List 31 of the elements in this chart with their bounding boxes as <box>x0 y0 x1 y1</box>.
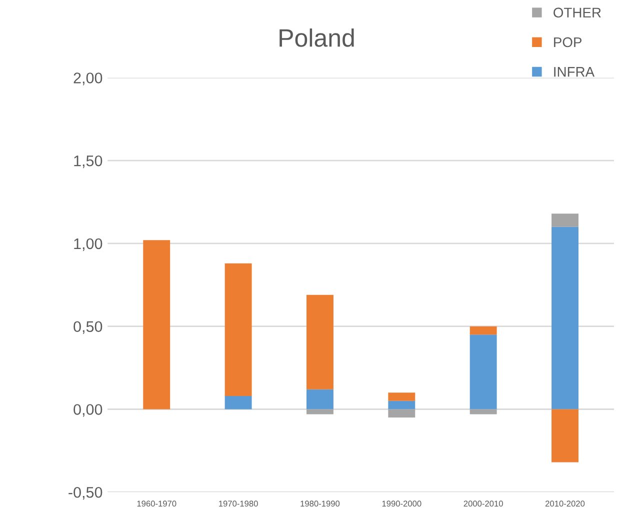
bar <box>552 226 578 410</box>
chart-title: Poland <box>280 28 354 47</box>
bar <box>470 326 497 335</box>
y-tick-label: 2,00 <box>74 72 102 86</box>
x-tick-label: 2010-2020 <box>546 500 585 507</box>
x-tick-label: 1990-2000 <box>382 500 422 507</box>
bar <box>470 409 497 414</box>
bar <box>306 294 334 390</box>
y-tick-label: -0,50 <box>68 486 102 500</box>
bar <box>552 214 578 227</box>
x-tick-label: 1980-1990 <box>300 500 340 507</box>
legend-label: INFRA <box>554 67 595 77</box>
legend-label: POP <box>554 37 582 48</box>
y-tick-label: 1,00 <box>74 238 102 251</box>
bar <box>306 409 334 414</box>
bar <box>388 392 416 401</box>
x-tick-label: 2000-2010 <box>464 500 503 507</box>
y-tick-label: 0,50 <box>74 321 102 334</box>
bar <box>388 400 416 410</box>
bar <box>552 409 578 462</box>
x-tick-label: 1970-1980 <box>219 500 258 507</box>
bar <box>306 389 334 410</box>
bar <box>388 409 416 418</box>
y-tick-label: 0,00 <box>74 404 102 417</box>
y-tick-label: 1,50 <box>74 155 102 168</box>
bar <box>143 240 170 410</box>
legend-label: OTHER <box>554 8 601 18</box>
bar <box>470 334 497 410</box>
x-tick-label: 1960-1970 <box>137 500 176 507</box>
bar <box>224 263 252 396</box>
bar <box>224 396 252 410</box>
